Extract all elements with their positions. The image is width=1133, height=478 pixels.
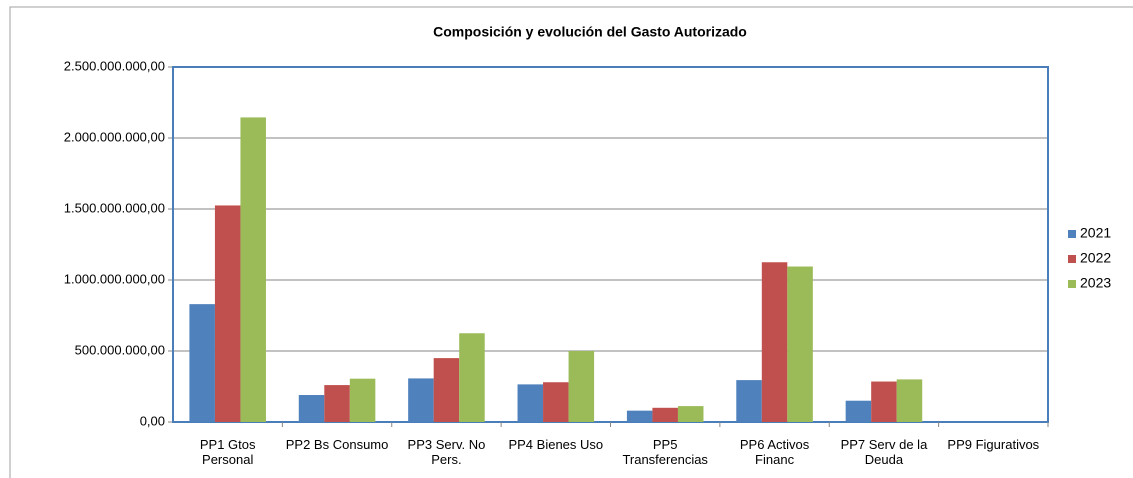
- bar: [568, 351, 595, 422]
- legend-label: 2023: [1080, 275, 1111, 291]
- legend-label: 2022: [1080, 250, 1111, 266]
- bar: [214, 205, 241, 422]
- bar: [298, 395, 325, 422]
- bar: [517, 384, 544, 422]
- y-tick-label: 2.500.000.000,00: [64, 58, 165, 73]
- bar: [677, 406, 704, 422]
- bar: [349, 378, 376, 422]
- x-tick-label: PP7 Serv de la Deuda: [840, 437, 928, 467]
- bar: [871, 381, 897, 422]
- bar: [787, 266, 813, 422]
- bar: [459, 333, 485, 422]
- x-tick-label: PP5 Transferencias: [622, 437, 708, 467]
- y-tick-label: 0,00: [140, 413, 165, 428]
- bar: [543, 382, 569, 422]
- x-tick-label: PP3 Serv. No Pers.: [407, 437, 486, 467]
- x-tick-label: PP1 Gtos Personal: [199, 437, 256, 467]
- y-tick-label: 1.500.000.000,00: [64, 200, 165, 215]
- bar: [433, 358, 460, 422]
- bar: [626, 410, 653, 422]
- y-tick-label: 1.000.000.000,00: [64, 271, 165, 286]
- bar: [189, 304, 215, 422]
- x-tick-label: PP4 Bienes Uso: [508, 437, 604, 452]
- bar: [652, 407, 678, 422]
- y-tick-label: 2.000.000.000,00: [64, 129, 165, 144]
- y-tick-label: 500.000.000,00: [75, 342, 165, 357]
- x-tick-label: PP2 Bs Consumo: [285, 437, 389, 452]
- legend-swatch: [1068, 230, 1076, 238]
- legend-label: 2021: [1080, 225, 1111, 241]
- bar: [408, 378, 434, 422]
- bar: [761, 262, 788, 422]
- chart-title: Composición y evolución del Gasto Autori…: [433, 24, 747, 40]
- bar: [845, 400, 872, 422]
- plot-border: [172, 66, 1049, 423]
- bar: [736, 380, 762, 422]
- x-tick-label: PP9 Figurativos: [947, 437, 1040, 452]
- bar: [240, 117, 266, 422]
- bar: [896, 379, 923, 422]
- chart-border: [9, 6, 1133, 478]
- legend-swatch: [1068, 255, 1076, 263]
- x-tick-label: PP6 Activos Financ: [739, 437, 810, 467]
- legend-swatch: [1068, 280, 1076, 288]
- bar: [324, 385, 350, 422]
